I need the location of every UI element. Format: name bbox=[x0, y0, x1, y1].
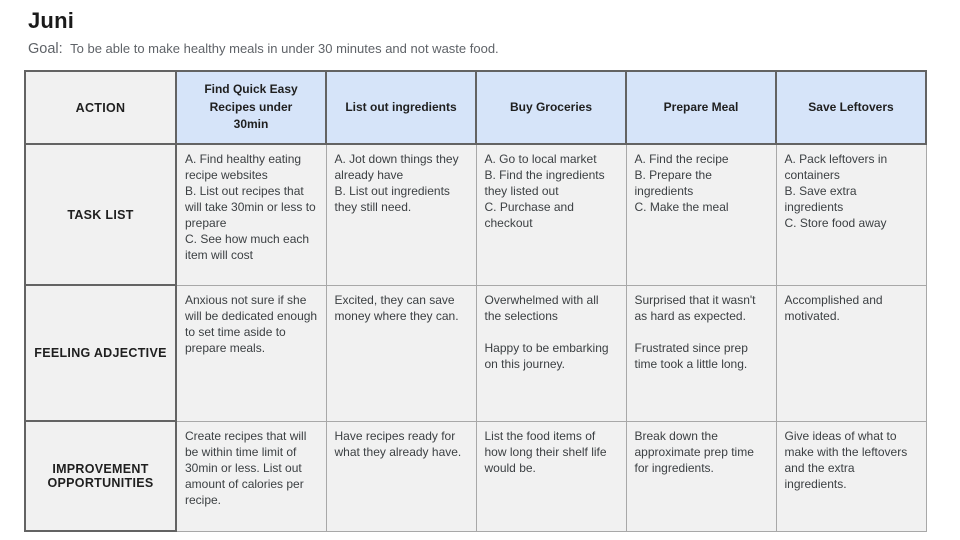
table-cell: Overwhelmed with all the selections Happ… bbox=[475, 284, 627, 422]
journey-map-table: ACTION Find Quick Easy Recipes under 30m… bbox=[24, 70, 927, 532]
table-cell: Excited, they can save money where they … bbox=[325, 284, 477, 422]
table-cell: A. Find healthy eating recipe websites B… bbox=[175, 143, 327, 286]
table-cell: List the food items of how long their sh… bbox=[475, 420, 627, 532]
table-cell: A. Find the recipe B. Prepare the ingred… bbox=[625, 143, 777, 286]
column-header-find-recipes: Find Quick Easy Recipes under 30min bbox=[175, 70, 327, 145]
column-header-list-ingredients: List out ingredients bbox=[325, 70, 477, 145]
page-title: Juni bbox=[28, 8, 75, 33]
table-row-task-list: TASK LIST A. Find healthy eating recipe … bbox=[24, 143, 927, 286]
header-row: ACTION Find Quick Easy Recipes under 30m… bbox=[24, 70, 927, 145]
row-label-improvement-opportunities: IMPROVEMENT OPPORTUNITIES bbox=[24, 420, 177, 532]
table-cell: Surprised that it wasn't as hard as expe… bbox=[625, 284, 777, 422]
table-cell: A. Jot down things they already have B. … bbox=[325, 143, 477, 286]
column-header-save-leftovers: Save Leftovers bbox=[775, 70, 927, 145]
goal-text: To be able to make healthy meals in unde… bbox=[70, 41, 499, 56]
table-cell: Break down the approximate prep time for… bbox=[625, 420, 777, 532]
goal-label: Goal: bbox=[28, 41, 63, 57]
row-label-task-list: TASK LIST bbox=[24, 143, 177, 286]
table-row-feeling-adjective: FEELING ADJECTIVE Anxious not sure if sh… bbox=[24, 284, 927, 422]
table-cell: A. Go to local market B. Find the ingred… bbox=[475, 143, 627, 286]
row-label-feeling-adjective: FEELING ADJECTIVE bbox=[24, 284, 177, 422]
corner-header-action: ACTION bbox=[24, 70, 177, 145]
table-cell: Accomplished and motivated. bbox=[775, 284, 927, 422]
table-cell: Have recipes ready for what they already… bbox=[325, 420, 477, 532]
column-header-prepare-meal: Prepare Meal bbox=[625, 70, 777, 145]
column-header-buy-groceries: Buy Groceries bbox=[475, 70, 627, 145]
table-cell: Anxious not sure if she will be dedicate… bbox=[175, 284, 327, 422]
table-cell: Give ideas of what to make with the left… bbox=[775, 420, 927, 532]
column-header-label: Find Quick Easy Recipes under 30min bbox=[204, 82, 298, 132]
table-cell: A. Pack leftovers in containers B. Save … bbox=[775, 143, 927, 286]
table-cell: Create recipes that will be within time … bbox=[175, 420, 327, 532]
goal-line: Goal: To be able to make healthy meals i… bbox=[28, 40, 499, 58]
table-row-improvement-opportunities: IMPROVEMENT OPPORTUNITIES Create recipes… bbox=[24, 420, 927, 532]
